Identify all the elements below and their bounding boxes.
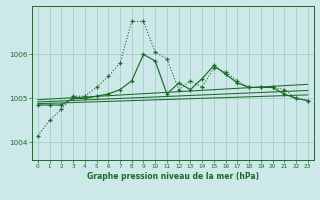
X-axis label: Graphe pression niveau de la mer (hPa): Graphe pression niveau de la mer (hPa) — [87, 172, 259, 181]
